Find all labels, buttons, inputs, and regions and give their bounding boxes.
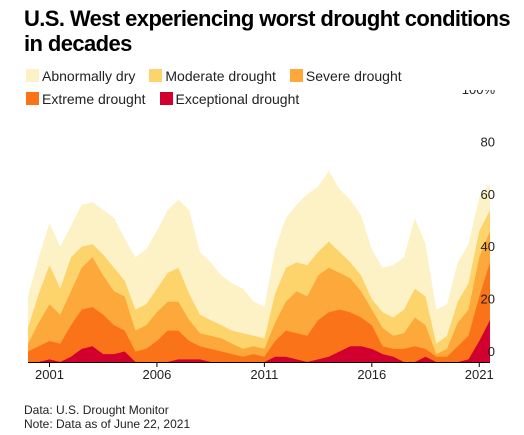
footer: Data: U.S. Drought Monitor Note: Data as… [24, 403, 190, 431]
area-exceptional-drought [28, 320, 490, 362]
x-tick-label-2016: 2016 [357, 367, 386, 382]
legend-item-moderate-drought: Moderate drought [149, 68, 276, 84]
legend-swatch-severe-drought [289, 69, 303, 82]
legend-swatch-abnormally-dry [26, 69, 39, 82]
y-axis: 0 20 40 60 80 100% [462, 90, 496, 359]
x-tick-label-2001: 2001 [35, 367, 64, 382]
legend-swatch-moderate-drought [149, 69, 163, 82]
area-severe-drought [28, 231, 490, 362]
area-extreme-drought [28, 262, 490, 362]
drought-area-chart: 0 20 40 60 80 100% 2001 2006 2011 2016 2021 [28, 90, 496, 382]
y-tick-label-0: 0 [488, 344, 495, 359]
x-tick-label-2006: 2006 [142, 367, 171, 382]
y-tick-label-60: 60 [481, 187, 495, 202]
legend-row-1: Abnormally dry Moderate drought Severe d… [26, 64, 506, 87]
y-tick-label-100: 100% [462, 90, 496, 97]
y-tick-label-80: 80 [481, 134, 495, 149]
legend-item-severe-drought: Severe drought [289, 67, 402, 84]
chart-title: U.S. West experiencing worst drought con… [24, 6, 511, 56]
source-note: Data: U.S. Drought Monitor [24, 403, 169, 417]
x-tick-label-2021: 2021 [465, 367, 494, 382]
y-tick-label-20: 20 [481, 292, 495, 307]
legend-label-exceptional-drought: Exceptional drought [175, 90, 300, 107]
x-axis: 2001 2006 2011 2016 2021 [28, 362, 494, 382]
legend-item-extreme-drought: Extreme drought [26, 91, 146, 107]
legend-label-moderate-drought: Moderate drought [165, 67, 276, 84]
legend-row-2: Extreme drought Exceptional drought [26, 87, 506, 110]
legend-label-severe-drought: Severe drought [305, 67, 402, 84]
legend-label-extreme-drought: Extreme drought [42, 90, 146, 107]
legend-item-abnormally-dry: Abnormally dry [26, 68, 135, 84]
legend-swatch-extreme-drought [26, 92, 39, 105]
date-note: Note: Data as of June 22, 2021 [24, 417, 191, 431]
legend-swatch-exceptional-drought [159, 92, 173, 105]
x-tick-label-2011: 2011 [250, 367, 278, 382]
legend-label-abnormally-dry: Abnormally dry [42, 67, 136, 84]
legend-item-exceptional-drought: Exceptional drought [159, 90, 300, 107]
legend: Abnormally dry Moderate drought Severe d… [26, 64, 506, 110]
area-layers [28, 170, 490, 362]
y-tick-label-40: 40 [481, 239, 495, 254]
